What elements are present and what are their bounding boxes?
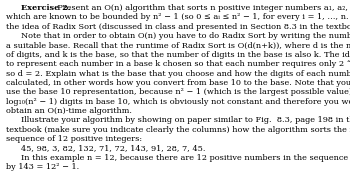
Text: In this example n = 12, because there are 12 positive numbers in the sequence bo: In this example n = 12, because there ar… xyxy=(21,154,350,162)
Text: 45, 98, 3, 82, 132, 71, 72, 143, 91, 28, 7, 45.: 45, 98, 3, 82, 132, 71, 72, 143, 91, 28,… xyxy=(21,145,205,153)
Text: so d = 2. Explain what is the base that you choose and how the digits of each nu: so d = 2. Explain what is the base that … xyxy=(6,70,350,78)
Text: calculated, in other words how you convert from base 10 to the base. Note that y: calculated, in other words how you conve… xyxy=(6,79,350,87)
Text: sequence of 12 positive integers:: sequence of 12 positive integers: xyxy=(6,135,142,143)
Text: Illustrate your algorithm by showing on paper similar to Fig.  8.3, page 198 in : Illustrate your algorithm by showing on … xyxy=(21,116,350,124)
Text: the idea of Radix Sort (discussed in class and presented in Section 8.3 in the t: the idea of Radix Sort (discussed in cla… xyxy=(6,23,350,31)
Text: of digits, and k is the base, so that the number of digits in the base is also k: of digits, and k is the base, so that th… xyxy=(6,51,350,59)
Text: use the base 10 representation, because n² − 1 (which is the largest possible va: use the base 10 representation, because … xyxy=(6,88,350,96)
Text: which are known to be bounded by n² − 1 (so 0 ≤ aᵢ ≤ n² − 1, for every i = 1, …,: which are known to be bounded by n² − 1 … xyxy=(6,13,350,21)
Text: to represent each number in a base k chosen so that each number requires only 2 : to represent each number in a base k cho… xyxy=(6,60,350,68)
Text: log₁₀(n² − 1) digits in base 10, which is obviously not constant and therefore y: log₁₀(n² − 1) digits in base 10, which i… xyxy=(6,98,350,106)
Text: Exercise 2.: Exercise 2. xyxy=(21,4,71,12)
Text: a suitable base. Recall that the runtime of Radix Sort is O(d(n+k)), where d is : a suitable base. Recall that the runtime… xyxy=(6,41,350,50)
Text: obtain an O(n)-time algorithm.: obtain an O(n)-time algorithm. xyxy=(6,107,132,115)
Text: Present an O(n) algorithm that sorts n positive integer numbers a₁, a₂, …, aₙ: Present an O(n) algorithm that sorts n p… xyxy=(52,4,350,12)
Text: Note that in order to obtain O(n) you have to do Radix Sort by writing the numbe: Note that in order to obtain O(n) you ha… xyxy=(21,32,350,40)
Text: by 143 = 12² − 1.: by 143 = 12² − 1. xyxy=(6,163,79,171)
Text: textbook (make sure you indicate clearly the columns) how the algorithm sorts th: textbook (make sure you indicate clearly… xyxy=(6,126,350,134)
